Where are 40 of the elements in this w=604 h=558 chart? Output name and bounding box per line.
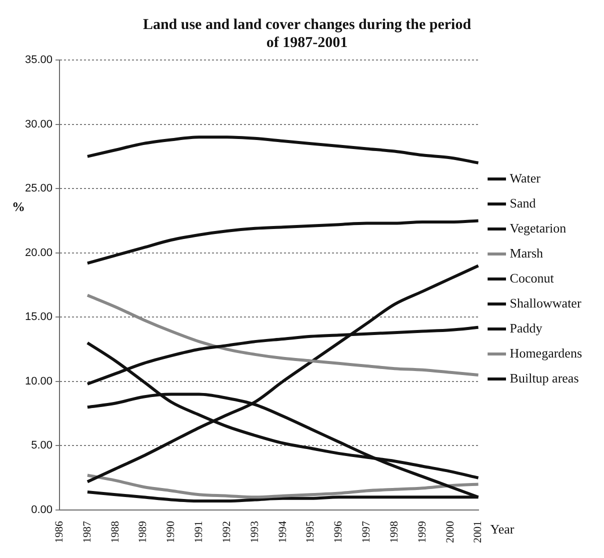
x-tick-label: 1987 [81, 520, 94, 543]
x-tick-label: 2000 [444, 520, 456, 543]
y-tick-label: 25.00 [24, 182, 53, 195]
x-tick-label: 1999 [416, 520, 428, 543]
y-tick-label: 15.00 [24, 311, 53, 324]
x-tick-label: 1996 [332, 520, 345, 543]
legend-label: Builtup areas [510, 370, 579, 386]
x-tick-label: 1988 [109, 520, 122, 543]
legend-label: Marsh [510, 245, 544, 260]
y-tick-label: 10.00 [24, 375, 53, 388]
x-tick-label: 1991 [193, 521, 206, 543]
legend-label: Vegetarion [510, 220, 567, 236]
x-tick-label: 1993 [248, 520, 261, 543]
x-tick-label: 1994 [276, 520, 289, 543]
y-tick-label: 5.00 [31, 440, 53, 452]
y-tick-label: 30.00 [24, 118, 53, 130]
line-series [86, 136, 480, 164]
x-tick-label: 1990 [165, 520, 178, 543]
y-tick-label: 0.00 [31, 504, 53, 516]
legend-label: Paddy [510, 320, 543, 336]
legend-label: Water [510, 170, 542, 186]
x-tick-label: 1989 [137, 520, 150, 543]
x-tick-label: 2001 [472, 521, 484, 543]
x-axis-title: Year [490, 521, 515, 536]
line-series [86, 219, 480, 265]
line-series [86, 474, 480, 499]
legend-label: Homegardens [510, 345, 582, 360]
y-tick-label: 35.00 [24, 54, 53, 66]
x-tick-label: 1995 [304, 520, 317, 543]
chart-title: Land use and land cover changes during the period of 1987-2001 [142, 16, 472, 51]
y-axis-title: % [12, 199, 25, 214]
x-tick-label: 1998 [388, 520, 400, 543]
legend-label: Sand [510, 195, 536, 210]
legend-label: Shallowwater [510, 295, 582, 310]
x-tick-label: 1992 [220, 521, 233, 543]
x-tick-label: 1986 [53, 520, 66, 543]
y-tick-label: 20.00 [24, 246, 53, 259]
x-tick-label: 1997 [360, 520, 373, 543]
legend-label: Coconut [510, 270, 554, 286]
line-series [86, 294, 480, 376]
